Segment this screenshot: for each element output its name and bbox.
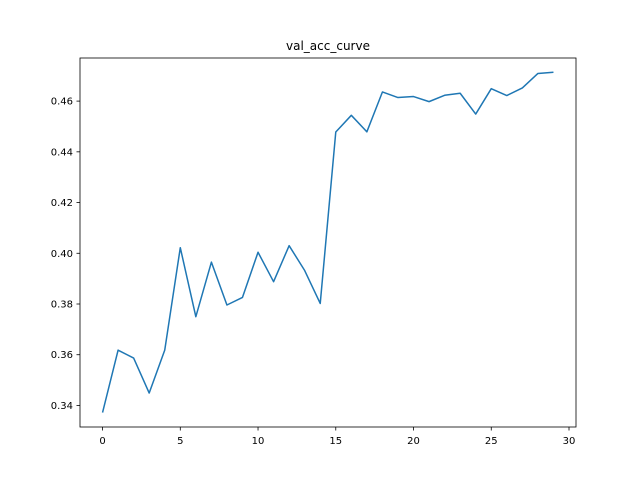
y-tick-label: 0.42 (51, 198, 73, 209)
x-tick-label: 0 (99, 436, 105, 447)
x-tick-label: 15 (329, 436, 342, 447)
y-tick-label: 0.44 (51, 147, 73, 158)
y-tick-label: 0.36 (51, 350, 73, 361)
y-tick-label: 0.46 (51, 97, 73, 108)
x-tick-label: 10 (252, 436, 265, 447)
x-tick-label: 5 (177, 436, 183, 447)
y-tick-label: 0.38 (51, 300, 73, 311)
series-line (101, 71, 554, 413)
axes-frame (79, 57, 577, 428)
plot-area: 0 5 10 15 20 25 30 0.34 0.36 0.38 0.40 0.42 0.44 0.46 (51, 57, 577, 447)
y-tick-label: 0.34 (51, 401, 73, 412)
x-tick-label: 30 (563, 436, 576, 447)
x-tick-label: 20 (407, 436, 420, 447)
chart-title: val_acc_curve (286, 39, 370, 53)
x-tick-label: 25 (485, 436, 498, 447)
y-tick-label: 0.40 (51, 249, 73, 260)
